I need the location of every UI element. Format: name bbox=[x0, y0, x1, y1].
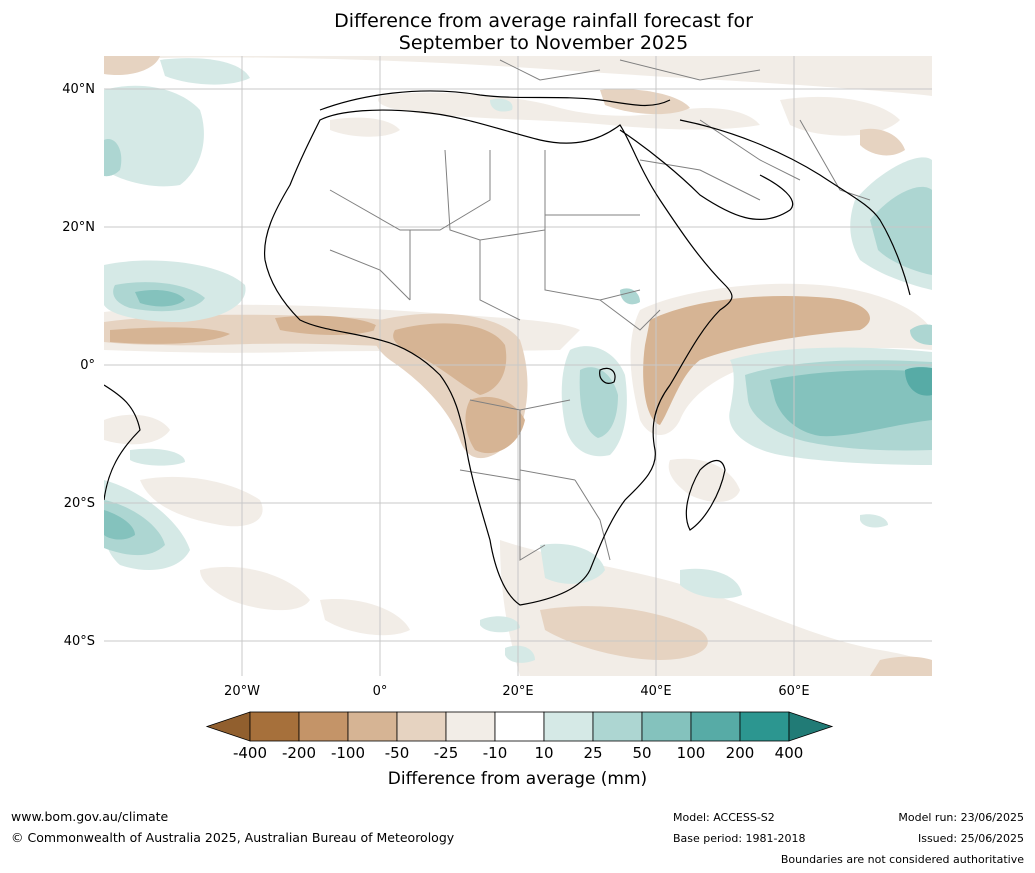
map-area bbox=[104, 56, 932, 676]
colorbar-over-arrow bbox=[788, 711, 834, 742]
colorbar-swatch-1 bbox=[298, 711, 349, 742]
footer-base-period: Base period: 1981-2018 bbox=[673, 832, 806, 845]
footer-copyright: © Commonwealth of Australia 2025, Austra… bbox=[11, 830, 455, 845]
colorbar-tick-label: 10 bbox=[534, 744, 554, 762]
coastlines bbox=[104, 90, 911, 606]
colorbar bbox=[205, 711, 834, 742]
lon-label-20w: 20°W bbox=[224, 684, 260, 699]
colorbar-swatch-5 bbox=[494, 711, 545, 742]
footer-issued: Issued: 25/06/2025 bbox=[917, 832, 1024, 845]
lon-label-20e: 20°E bbox=[502, 684, 534, 699]
lat-label-20n: 20°N bbox=[62, 220, 95, 235]
colorbar-tick-label: -400 bbox=[232, 744, 268, 762]
colorbar-swatch-3 bbox=[396, 711, 447, 742]
colorbar-swatch-4 bbox=[445, 711, 496, 742]
footer-url: www.bom.gov.au/climate bbox=[11, 809, 169, 824]
colorbar-tick-label: 25 bbox=[583, 744, 603, 762]
lat-label-40s: 40°S bbox=[63, 634, 95, 649]
country-boundaries bbox=[329, 59, 871, 561]
colorbar-under-arrow bbox=[205, 711, 251, 742]
colorbar-tick-label: 400 bbox=[774, 744, 804, 762]
graticule bbox=[104, 56, 932, 676]
lon-label-40e: 40°E bbox=[640, 684, 672, 699]
colorbar-tick-label: 200 bbox=[725, 744, 755, 762]
colorbar-tick-label: -10 bbox=[482, 744, 508, 762]
title-line-1: Difference from average rainfall forecas… bbox=[334, 10, 753, 32]
lon-label-60e: 60°E bbox=[778, 684, 810, 699]
colorbar-label: Difference from average (mm) bbox=[387, 769, 648, 789]
colorbar-swatch-10 bbox=[739, 711, 790, 742]
colorbar-tick-label: -100 bbox=[330, 744, 366, 762]
lat-label-40n: 40°N bbox=[62, 82, 95, 97]
title-line-2: September to November 2025 bbox=[398, 32, 689, 54]
colorbar-swatch-6 bbox=[543, 711, 594, 742]
colorbar-tick-label: 100 bbox=[676, 744, 706, 762]
lon-label-0: 0° bbox=[372, 684, 388, 699]
colorbar-tick-label: 50 bbox=[632, 744, 652, 762]
colorbar-swatch-9 bbox=[690, 711, 741, 742]
footer-disclaimer: Boundaries are not considered authoritat… bbox=[780, 853, 1024, 866]
colorbar-swatch-2 bbox=[347, 711, 398, 742]
colorbar-tick-label: -50 bbox=[384, 744, 410, 762]
lat-label-0: 0° bbox=[80, 358, 95, 373]
dry-anomalies bbox=[104, 56, 932, 676]
colorbar-tick-label: -25 bbox=[433, 744, 459, 762]
map-title: Difference from average rainfall forecas… bbox=[0, 10, 1035, 54]
colorbar-swatch-8 bbox=[641, 711, 692, 742]
wet-anomalies bbox=[104, 58, 932, 663]
colorbar-swatch-0 bbox=[249, 711, 300, 742]
lat-label-20s: 20°S bbox=[63, 496, 95, 511]
colorbar-swatch-7 bbox=[592, 711, 643, 742]
colorbar-tick-label: -200 bbox=[281, 744, 317, 762]
footer-model: Model: ACCESS-S2 bbox=[673, 811, 775, 824]
footer-model-run: Model run: 23/06/2025 bbox=[898, 811, 1024, 824]
